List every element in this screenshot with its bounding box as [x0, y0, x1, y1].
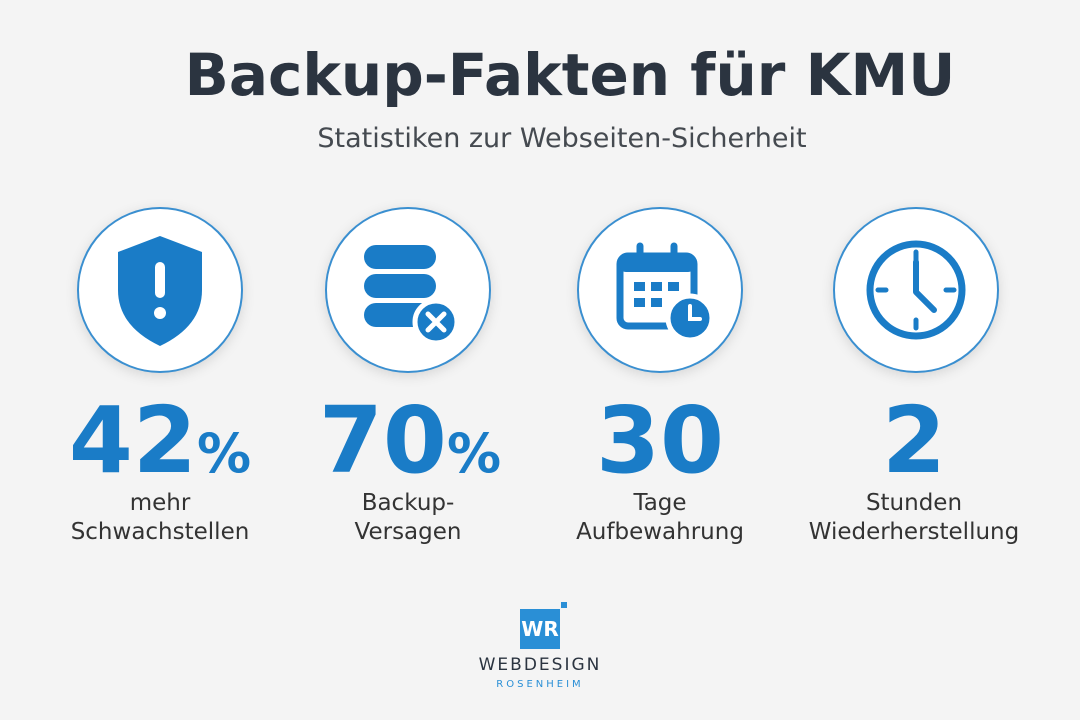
database-icon [364, 245, 460, 346]
logo-city: ROSENHEIM [496, 679, 583, 690]
title: Backup-Fakten für KMU [185, 41, 956, 109]
stat-value: 30 [596, 387, 724, 494]
stat-label: Aufbewahrung [576, 519, 744, 545]
stat-unit: % [447, 422, 501, 485]
stat-value: 2 [882, 387, 946, 494]
subtitle: Statistiken zur Webseiten-Sicherheit [317, 123, 806, 154]
calendar-icon [616, 242, 715, 343]
logo-name: WEBDESIGN [479, 655, 602, 675]
logo-dot [561, 602, 567, 608]
stat-label: Schwachstellen [71, 519, 250, 545]
logo-mark [520, 609, 560, 649]
logo: WR WEBDESIGN ROSENHEIM [479, 602, 602, 690]
stat-label: Stunden [866, 490, 962, 516]
stat-number: 42 [69, 387, 197, 494]
stat-label: Versagen [355, 519, 462, 545]
stat-unit: % [197, 422, 251, 485]
stat-label: mehr [130, 490, 191, 516]
stat-value: 70% [319, 387, 501, 494]
shield-icon [118, 236, 202, 346]
stat-label: Tage [632, 490, 686, 516]
stat-number: 70 [319, 387, 447, 494]
stat-value: 42% [69, 387, 251, 494]
logo-monogram: WR [521, 617, 558, 641]
clock-icon [866, 240, 966, 340]
stat-label: Backup- [362, 490, 455, 516]
stat-label: Wiederherstellung [809, 519, 1019, 545]
